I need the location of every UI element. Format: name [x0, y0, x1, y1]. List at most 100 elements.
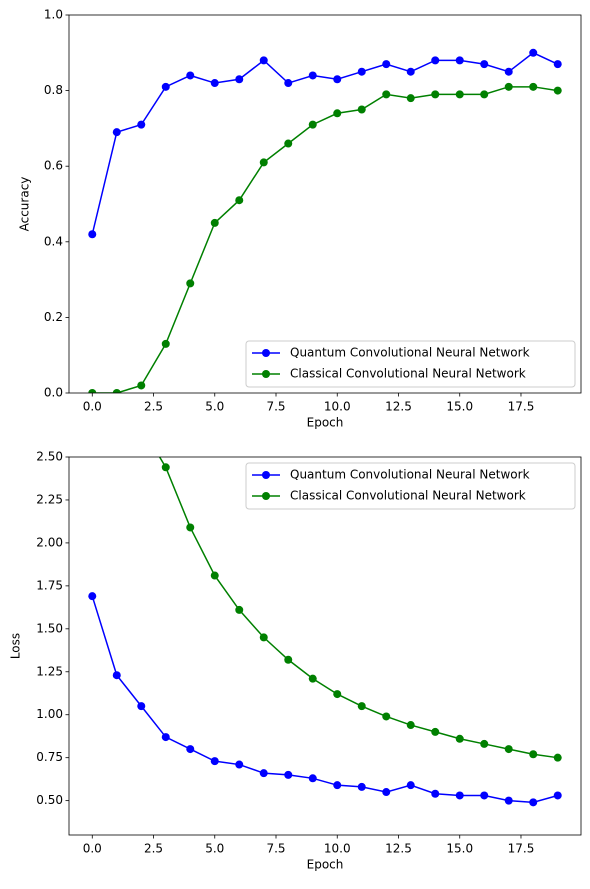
- y-tick-label: 0.6: [44, 159, 63, 173]
- x-tick-label: 2.5: [144, 842, 163, 856]
- marker: [406, 94, 415, 103]
- marker: [186, 71, 195, 80]
- marker: [455, 90, 464, 99]
- marker: [455, 56, 464, 65]
- marker: [480, 791, 489, 800]
- x-tick-label: 15.0: [446, 842, 473, 856]
- marker: [186, 523, 195, 532]
- marker: [235, 605, 244, 614]
- marker: [161, 339, 170, 348]
- y-tick-label: 0.2: [44, 310, 63, 324]
- marker: [504, 82, 513, 91]
- marker: [480, 739, 489, 748]
- marker: [308, 120, 317, 129]
- marker: [333, 781, 342, 790]
- x-tick-label: 2.5: [144, 400, 163, 414]
- y-tick-label: 2.50: [36, 450, 63, 464]
- y-tick-label: 2.00: [36, 535, 63, 549]
- y-tick-label: 1.50: [36, 621, 63, 635]
- marker: [529, 798, 538, 807]
- marker: [529, 48, 538, 57]
- x-tick-label: 0.0: [83, 842, 102, 856]
- marker: [186, 279, 195, 288]
- marker: [480, 60, 489, 69]
- marker: [431, 90, 440, 99]
- marker: [553, 753, 562, 762]
- x-tick-label: 10.0: [324, 400, 351, 414]
- marker: [333, 109, 342, 118]
- y-tick-label: 2.25: [36, 492, 63, 506]
- marker: [431, 727, 440, 736]
- x-tick-label: 12.5: [385, 400, 412, 414]
- y-tick-label: 1.75: [36, 578, 63, 592]
- series-line: [91, 595, 558, 804]
- marker: [504, 67, 513, 76]
- x-tick-label: 17.5: [508, 400, 535, 414]
- marker: [186, 745, 195, 754]
- y-tick-label: 1.25: [36, 664, 63, 678]
- marker: [137, 702, 146, 711]
- series-line: [158, 457, 558, 759]
- marker: [333, 75, 342, 84]
- marker: [88, 389, 97, 393]
- marker: [284, 79, 293, 88]
- x-tick-label: 7.5: [266, 400, 285, 414]
- marker: [308, 774, 317, 783]
- marker: [529, 750, 538, 759]
- x-tick-label: 10.0: [324, 842, 351, 856]
- y-axis-label: Loss: [9, 633, 23, 659]
- legend-box: [245, 340, 576, 388]
- plot-area: [88, 457, 562, 807]
- marker: [357, 67, 366, 76]
- x-tick-label: 0.0: [83, 400, 102, 414]
- x-axis-label: Epoch: [307, 416, 344, 430]
- y-tick-label: 0.75: [36, 750, 63, 764]
- marker: [137, 381, 146, 390]
- marker: [553, 60, 562, 69]
- legend-marker: [262, 370, 270, 378]
- y-tick-label: 0.4: [44, 234, 63, 248]
- marker: [161, 733, 170, 742]
- y-axis-label: Accuracy: [18, 177, 32, 232]
- marker: [259, 56, 268, 65]
- y-tick-label: 1.00: [36, 707, 63, 721]
- marker: [333, 690, 342, 699]
- marker: [259, 158, 268, 167]
- series-line: [91, 51, 559, 235]
- legend-label: Classical Convolutional Neural Network: [290, 367, 526, 381]
- legend-marker: [262, 349, 270, 357]
- marker: [357, 105, 366, 114]
- plot: 0.0 2.5 5.0 7.5 10.0 12.5 15.0 17.5 0.50 0.75 1.00…: [9, 450, 582, 872]
- x-tick-label: 12.5: [385, 842, 412, 856]
- plot-area: [88, 48, 562, 393]
- marker: [406, 721, 415, 730]
- legend-marker: [262, 492, 270, 500]
- marker: [259, 633, 268, 642]
- x-axis-label: Epoch: [307, 858, 344, 872]
- x-tick-label: 7.5: [266, 842, 285, 856]
- marker: [529, 82, 538, 91]
- marker: [235, 760, 244, 769]
- marker: [112, 671, 121, 680]
- marker: [137, 120, 146, 129]
- marker: [455, 791, 464, 800]
- marker: [455, 734, 464, 743]
- marker: [382, 712, 391, 721]
- marker: [161, 463, 170, 472]
- marker: [504, 745, 513, 754]
- legend-label: Classical Convolutional Neural Network: [290, 489, 526, 503]
- marker: [308, 674, 317, 683]
- marker: [553, 791, 562, 800]
- legend: Quantum Convolutional Neural Network Clas…: [245, 340, 576, 388]
- series-line: [92, 86, 558, 393]
- marker: [235, 75, 244, 84]
- plot: 0.0 2.5 5.0 7.5 10.0 12.5 15.0 17.5 0.0 0.2 0.4 0.6…: [18, 8, 582, 430]
- marker: [88, 592, 97, 601]
- marker: [406, 67, 415, 76]
- marker: [259, 769, 268, 778]
- x-tick-label: 5.0: [205, 842, 224, 856]
- marker: [431, 789, 440, 798]
- marker: [88, 230, 97, 239]
